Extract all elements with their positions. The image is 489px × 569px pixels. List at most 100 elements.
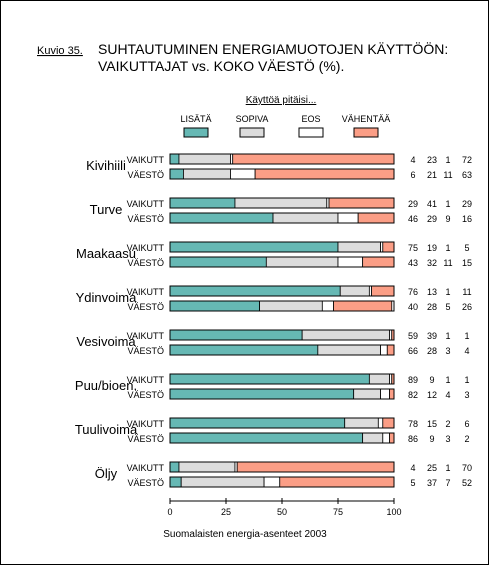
bar-outline	[169, 256, 395, 268]
bar-segment-vahentaa	[328, 197, 395, 209]
value-label-vahentaa: 52	[462, 478, 472, 488]
bar-segment-lisata	[169, 417, 346, 429]
value-label-sopiva: 28	[427, 302, 437, 312]
legend-swatch-lisata	[183, 127, 209, 138]
chart-title-line1: SUHTAUTUMINEN ENERGIAMUOTOJEN KÄYTTÖÖN:	[98, 40, 448, 57]
bar-segment-vahentaa	[362, 256, 395, 268]
bar-outline	[169, 432, 395, 444]
bar-segment-lisata	[169, 212, 274, 224]
value-label-lisata: 43	[408, 258, 418, 268]
category-label-turve: Turve	[90, 202, 123, 217]
bar-segment-sopiva	[183, 168, 231, 180]
bar-segment-vahentaa	[254, 168, 395, 180]
x-tick-label: 100	[386, 507, 401, 517]
row-label: VÄESTÖ	[127, 346, 164, 356]
bar-segment-sopiva	[353, 388, 381, 400]
bar-outline	[169, 197, 395, 209]
x-tick-label: 50	[277, 507, 287, 517]
bar-segment-vahentaa	[386, 344, 395, 356]
bar-segment-sopiva	[272, 212, 339, 224]
bar-segment-sopiva	[362, 432, 384, 444]
row-label: VAIKUTT	[127, 243, 165, 253]
value-label-lisata: 6	[410, 170, 415, 180]
category-label-vesivoima: Vesivoima	[76, 334, 136, 349]
value-label-sopiva: 19	[427, 243, 437, 253]
row-label: VAIKUTT	[127, 331, 165, 341]
bar-segment-sopiva	[178, 461, 236, 473]
row-label: VAIKUTT	[127, 199, 165, 209]
x-tick-label: 75	[333, 507, 343, 517]
category-label-oljy: Öljy	[95, 466, 118, 481]
bar-outline	[169, 329, 395, 341]
value-label-lisata: 4	[410, 155, 415, 165]
value-label-vahentaa: 1	[464, 331, 469, 341]
bar-outline	[169, 373, 395, 385]
bar-segment-vahentaa	[371, 285, 395, 297]
bar-segment-sopiva	[301, 329, 390, 341]
row-label: VAIKUTT	[127, 463, 165, 473]
bar-segment-lisata	[169, 432, 364, 444]
bar-segment-sopiva	[344, 417, 379, 429]
bar-segment-vahentaa	[232, 153, 395, 165]
x-axis: 0 25 50 75 100	[167, 498, 402, 517]
value-label-vahentaa: 5	[464, 243, 469, 253]
bar-segment-sopiva	[337, 241, 381, 253]
value-label-sopiva: 9	[429, 434, 434, 444]
bar-outline	[169, 388, 395, 400]
bar-segment-eos	[382, 432, 390, 444]
bar-outline	[169, 168, 395, 180]
bar-outline	[169, 212, 395, 224]
value-label-eos: 1	[445, 375, 450, 385]
legend-swatch-sopiva	[239, 127, 265, 138]
bar-segment-lisata	[169, 197, 236, 209]
bar-segment-lisata	[169, 153, 180, 165]
value-label-eos: 3	[445, 434, 450, 444]
legend-label-lisata: LISÄTÄ	[180, 114, 211, 124]
bar-outline	[169, 476, 395, 488]
value-label-sopiva: 25	[427, 463, 437, 473]
x-tick-label: 0	[167, 507, 172, 517]
value-label-eos: 9	[445, 214, 450, 224]
row-label: VAIKUTT	[127, 287, 165, 297]
legend: LISÄTÄ SOPIVA EOS VÄHENTÄÄ	[180, 114, 390, 138]
value-label-sopiva: 9	[429, 375, 434, 385]
bar-segment-lisata	[169, 344, 319, 356]
row-label: VAIKUTT	[127, 419, 165, 429]
bar-segment-eos	[380, 388, 390, 400]
bar-outline	[169, 300, 395, 312]
value-label-lisata: 40	[408, 302, 418, 312]
bar-outline	[169, 153, 395, 165]
bar-segment-vahentaa	[357, 212, 395, 224]
category-label-maakaasu: Maakaasu	[76, 246, 136, 261]
bar-segment-lisata	[169, 373, 370, 385]
legend-swatch-eos	[298, 127, 324, 138]
row-label: VÄESTÖ	[127, 478, 164, 488]
value-label-eos: 5	[445, 302, 450, 312]
category-label-ydinvoima: Ydinvoima	[76, 290, 137, 305]
bar-segment-eos	[263, 476, 281, 488]
row-label: VÄESTÖ	[127, 170, 164, 180]
value-label-sopiva: 32	[427, 258, 437, 268]
chart-title-line2: VAIKUTTAJAT vs. KOKO VÄESTÖ (%).	[98, 57, 344, 74]
legend-label-sopiva: SOPIVA	[236, 114, 269, 124]
value-label-eos: 1	[445, 331, 450, 341]
figure-label: Kuvio 35.	[37, 45, 83, 57]
bar-outline	[169, 461, 395, 473]
value-label-sopiva: 21	[427, 170, 437, 180]
value-label-vahentaa: 1	[464, 375, 469, 385]
row-label: VAIKUTT	[127, 155, 165, 165]
value-label-lisata: 59	[408, 331, 418, 341]
bar-segment-lisata	[169, 256, 267, 268]
value-label-sopiva: 15	[427, 419, 437, 429]
value-label-vahentaa: 16	[462, 214, 472, 224]
bar-segment-vahentaa	[279, 476, 395, 488]
bar-segment-lisata	[169, 388, 355, 400]
value-label-vahentaa: 70	[462, 463, 472, 473]
row-label: VÄESTÖ	[127, 434, 164, 444]
row-label: VÄESTÖ	[127, 302, 164, 312]
value-label-sopiva: 12	[427, 390, 437, 400]
value-label-lisata: 89	[408, 375, 418, 385]
bar-segment-lisata	[169, 329, 303, 341]
